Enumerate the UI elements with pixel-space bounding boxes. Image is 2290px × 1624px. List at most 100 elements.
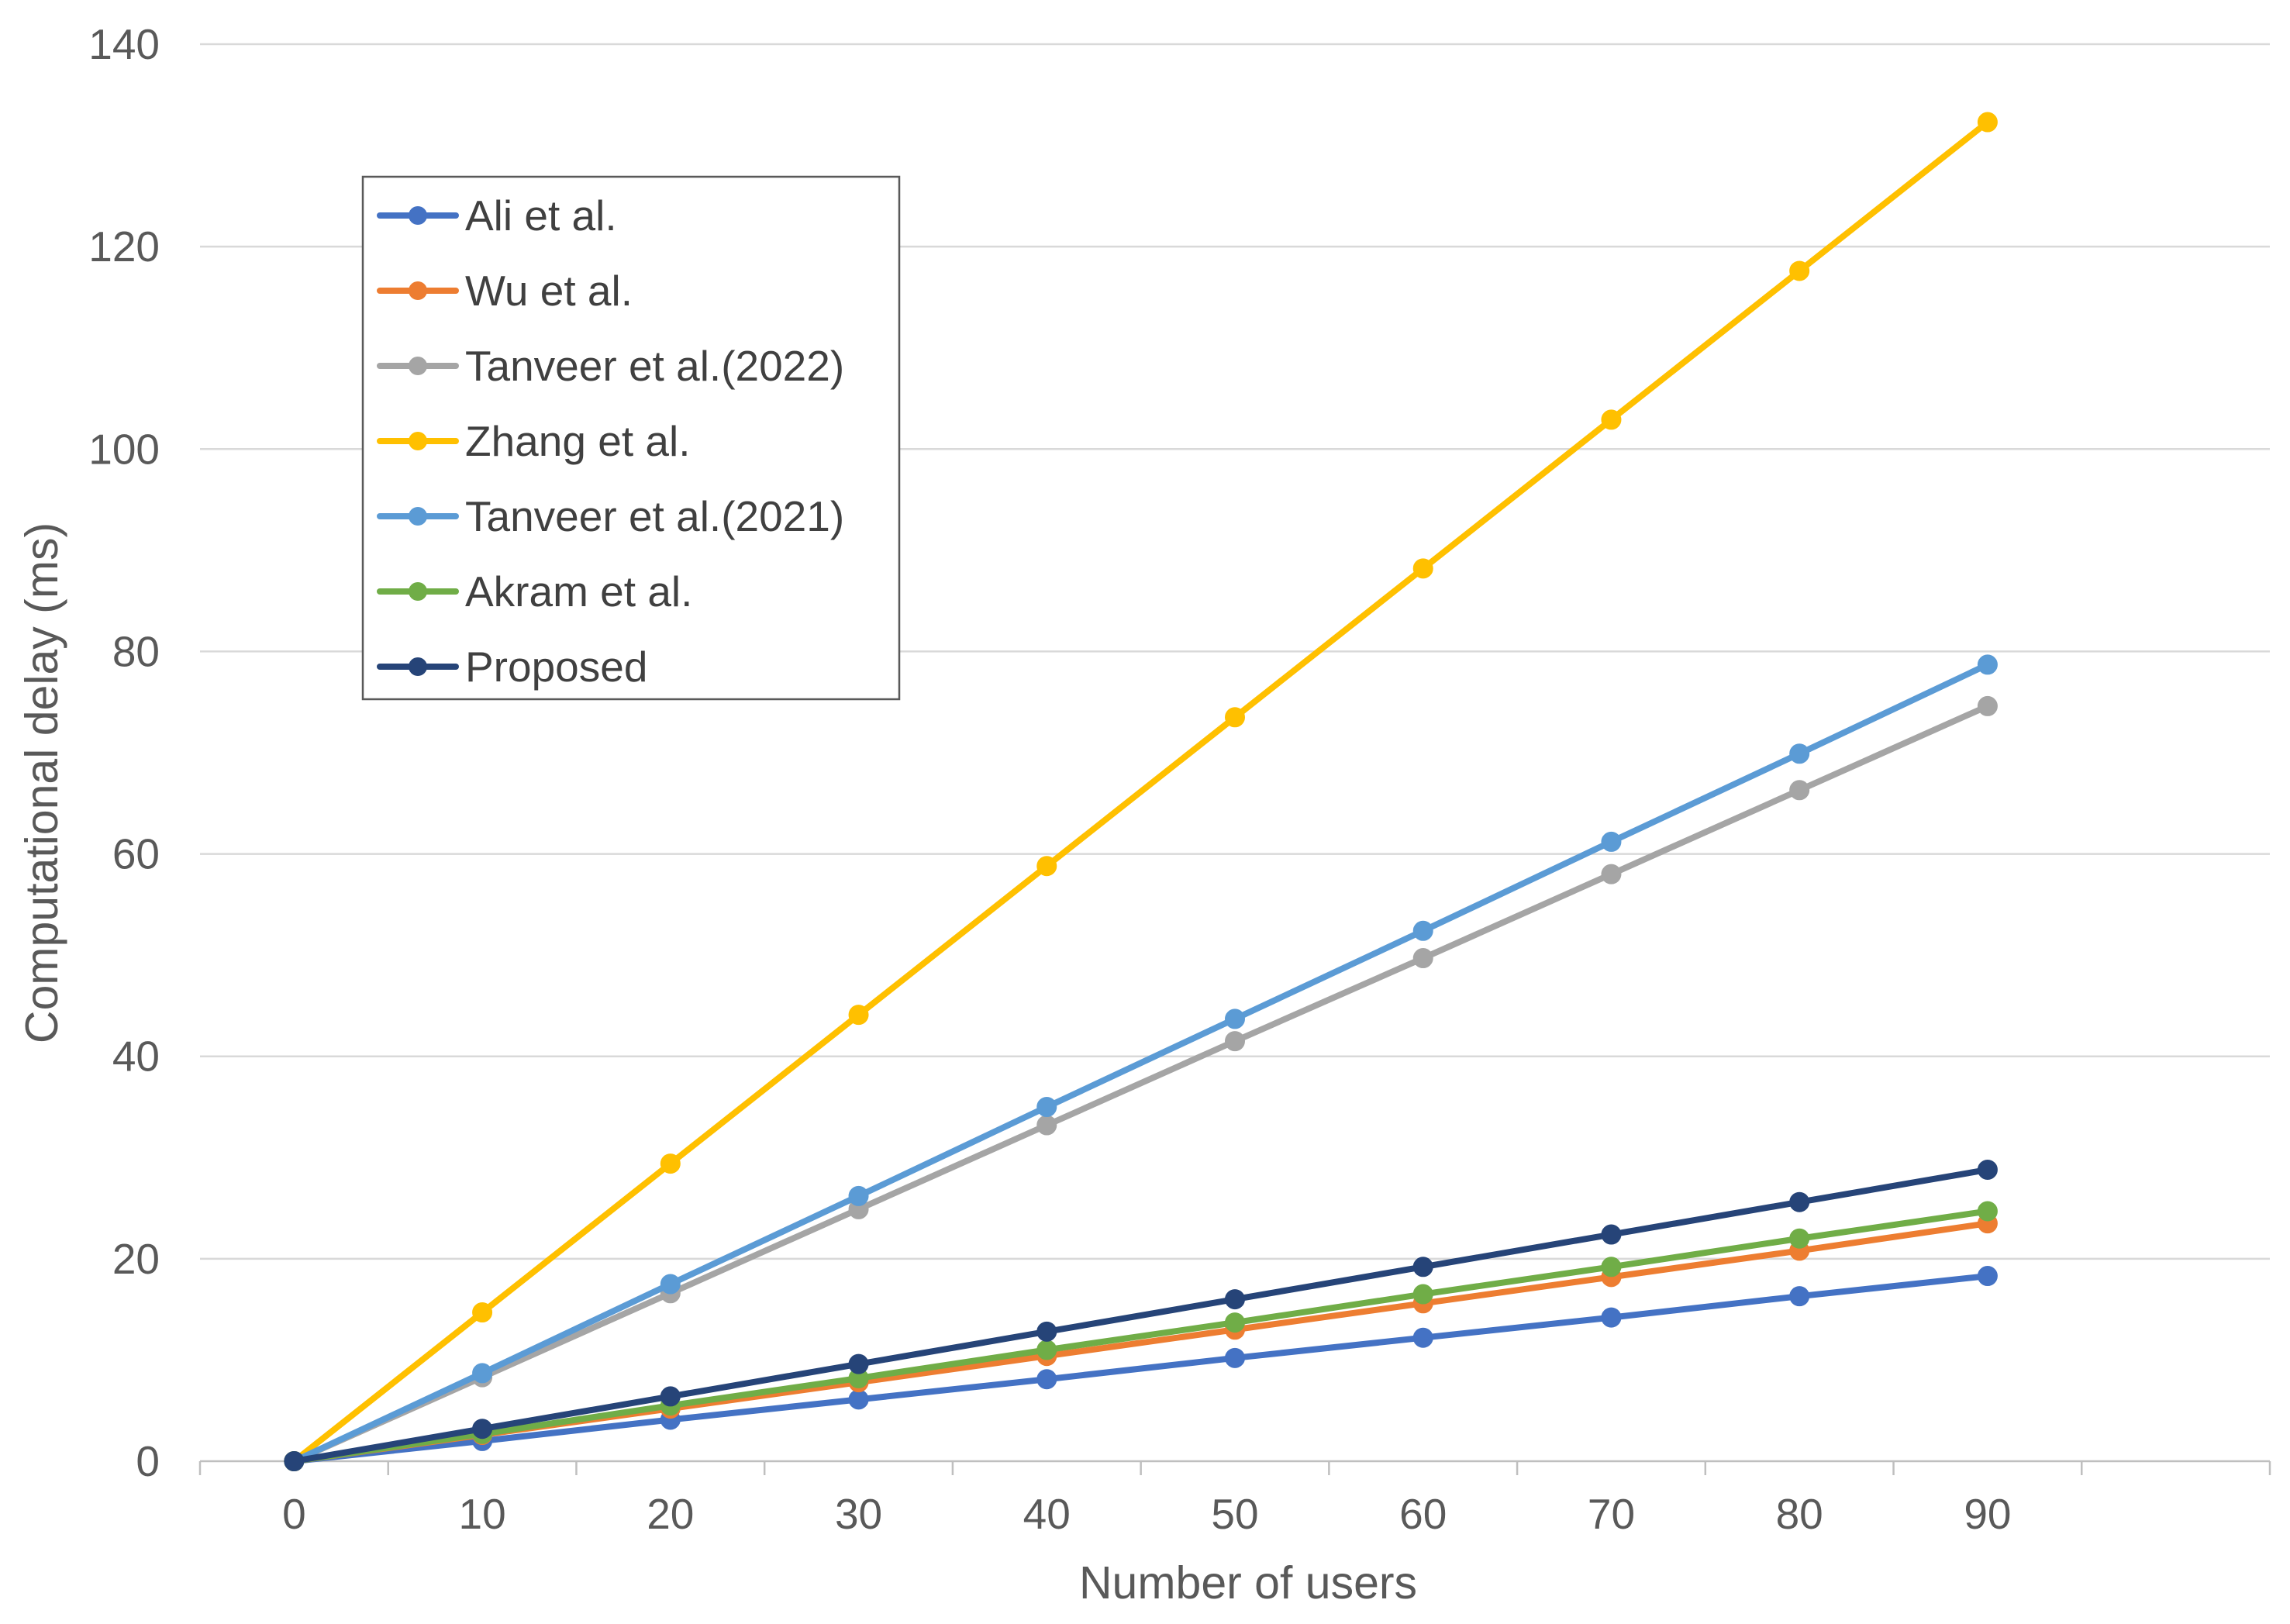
series-2 [284,695,1998,1471]
data-point [660,1153,681,1174]
legend-label: Wu et al. [465,267,633,315]
x-tick-label-50: 50 [1211,1490,1258,1538]
legend-swatch-marker [409,206,427,225]
y-tick-label-80: 80 [112,627,160,675]
series-3 [284,112,1998,1471]
x-tick-label-90: 90 [1964,1490,2011,1538]
data-point [1412,1284,1433,1305]
data-point [1225,1289,1245,1310]
data-point [1789,1191,1810,1212]
data-point [1601,864,1622,884]
legend-label: Ali et al. [465,191,617,240]
data-series [284,112,1998,1471]
y-axis: 0 20 40 60 80 100 120 140 [88,20,160,1485]
legend-item-3: Zhang et al. [377,417,690,465]
legend-item-1: Wu et al. [377,267,633,315]
data-point [1036,856,1057,877]
data-point [1977,695,1998,716]
series-line-3 [291,119,1991,1464]
legend: Ali et al. Wu et al. Tanveer et al.(2022) Z… [361,175,901,701]
legend-item-4: Tanveer et al.(2021) [377,492,844,540]
series-line-5 [291,1208,1991,1464]
data-point [1789,260,1810,281]
legend-label: Proposed [465,643,647,691]
data-point [284,1451,305,1471]
series-line-0 [291,1273,1991,1464]
data-point [1977,112,1998,133]
x-tick-label-30: 30 [835,1490,882,1538]
data-point [1789,1228,1810,1249]
legend-label: Tanveer et al.(2021) [465,492,844,540]
legend-swatch-marker [409,281,427,300]
x-tick-label-70: 70 [1588,1490,1635,1538]
data-point [1977,654,1998,675]
data-point [848,1185,869,1206]
data-point [1225,707,1245,728]
x-axis: 0 10 20 30 40 50 60 70 80 90 [198,1460,2271,1538]
data-point [848,1389,869,1410]
series-line-6 [291,1166,1991,1464]
data-point [1789,743,1810,764]
data-point [1036,1340,1057,1360]
data-point [1412,1327,1433,1348]
y-tick-label-40: 40 [112,1033,160,1081]
legend-swatch-marker [409,357,427,375]
series-line-2 [291,702,1991,1464]
x-tick-label-80: 80 [1776,1490,1823,1538]
legend-swatch-marker [409,432,427,450]
x-tick-label-10: 10 [458,1490,505,1538]
y-axis-title: Computational delay (ms) [16,522,67,1043]
x-tick-label-60: 60 [1399,1490,1447,1538]
series-0 [284,1266,1998,1471]
data-point [660,1274,681,1295]
data-point [1601,1307,1622,1328]
data-point [472,1302,493,1323]
y-tick-label-140: 140 [88,20,160,68]
data-point [1225,1031,1245,1052]
data-point [1036,1097,1057,1117]
legend-label: Zhang et al. [465,417,690,465]
legend-item-6: Proposed [377,643,647,691]
data-point [1601,1257,1622,1277]
data-point [1789,780,1810,801]
x-tick-label-0: 0 [282,1490,306,1538]
data-point [1977,1201,1998,1222]
legend-items: Ali et al. Wu et al. Tanveer et al.(2022) Z… [377,191,844,691]
legend-swatch-marker [409,507,427,526]
data-point [1789,1286,1810,1307]
data-point [1412,948,1433,969]
data-point [1036,1369,1057,1390]
legend-item-2: Tanveer et al.(2022) [377,342,844,390]
data-point [1412,1257,1433,1277]
data-point [1412,558,1433,579]
series-line-4 [291,661,1991,1464]
y-tick-label-0: 0 [136,1437,160,1485]
legend-item-5: Akram et al. [377,567,692,615]
x-tick-label-20: 20 [647,1490,694,1538]
data-point [1601,1224,1622,1245]
series-4 [284,654,1998,1471]
legend-item-0: Ali et al. [377,191,617,240]
y-tick-label-120: 120 [88,222,160,271]
y-tick-label-100: 100 [88,425,160,473]
data-point [1225,1009,1245,1029]
data-point [1412,920,1433,941]
legend-swatch-marker [409,657,427,676]
y-tick-label-60: 60 [112,830,160,878]
legend-swatch-marker [409,582,427,601]
data-point [1601,409,1622,430]
legend-label: Tanveer et al.(2022) [465,342,844,390]
x-tick-label-40: 40 [1023,1490,1071,1538]
data-point [1977,1159,1998,1180]
series-5 [284,1201,1998,1471]
y-tick-label-20: 20 [112,1235,160,1283]
data-point [1225,1347,1245,1368]
data-point [848,1005,869,1026]
data-point [1601,831,1622,852]
data-point [1977,1266,1998,1287]
data-point [1036,1115,1057,1136]
data-point [848,1353,869,1374]
legend-label: Akram et al. [465,567,692,615]
x-axis-title: Number of users [1079,1557,1417,1608]
